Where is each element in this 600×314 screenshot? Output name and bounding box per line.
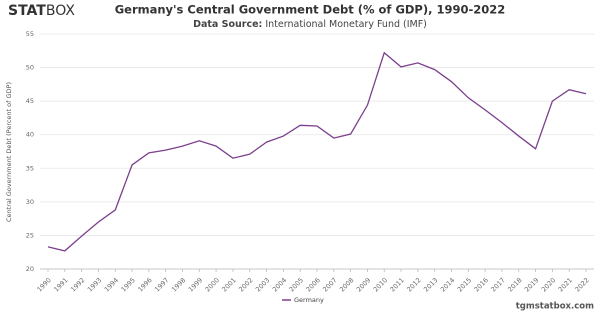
- x-tick-label: 1998: [170, 276, 187, 293]
- x-tick-label: 1999: [187, 276, 204, 293]
- x-tick-label: 1993: [86, 276, 103, 293]
- data-line: [47, 51, 587, 252]
- x-tick-label: 2006: [304, 276, 321, 293]
- subtitle-text: International Monetary Fund (IMF): [265, 19, 427, 30]
- x-tick-label: 1991: [52, 276, 69, 293]
- x-tick-label: 2008: [338, 276, 355, 293]
- x-tick-label: 2012: [405, 276, 422, 293]
- y-tick-label: 55: [26, 30, 34, 38]
- x-tick-label: 2010: [372, 276, 389, 293]
- x-tick-label: 1992: [69, 276, 86, 293]
- x-tick-label: 2003: [254, 276, 271, 293]
- legend-label: Germany: [294, 296, 324, 304]
- x-tick-label: 2019: [523, 276, 540, 293]
- y-axis-label: Central Government Debt (Percent of GDP): [5, 82, 13, 222]
- x-tick-label: 2009: [355, 276, 372, 293]
- logo-light: BOX: [46, 3, 75, 19]
- chart-title: Germany's Central Government Debt (% of …: [115, 3, 506, 17]
- footer: tgmstatbox.com: [516, 302, 594, 312]
- logo-bold: STAT: [8, 3, 46, 19]
- y-tick-label: 40: [26, 131, 34, 139]
- y-tick-label: 35: [26, 164, 34, 172]
- x-tick-label: 2017: [489, 276, 506, 293]
- x-tick-label: 2001: [220, 276, 237, 293]
- x-tick-label: 2020: [540, 276, 557, 293]
- subtitle-label: Data Source:: [193, 19, 262, 30]
- y-tick-label: 25: [26, 231, 34, 239]
- y-tick-label: 20: [26, 265, 34, 273]
- chart-subtitle: Data Source: International Monetary Fund…: [193, 19, 427, 30]
- x-tick-label: 2004: [271, 276, 288, 293]
- x-tick-label: 2021: [557, 276, 574, 293]
- x-tick-label: 2014: [439, 276, 456, 293]
- x-tick-label: 2013: [422, 276, 439, 293]
- y-tick-label: 45: [26, 97, 34, 105]
- x-tick-label: 1990: [35, 276, 52, 293]
- logo: STATBOX: [8, 3, 75, 19]
- x-tick-label: 1994: [103, 276, 120, 293]
- x-tick-label: 2002: [237, 276, 254, 293]
- x-tick-label: 1995: [120, 276, 137, 293]
- x-tick-label: 1996: [136, 276, 153, 293]
- x-tick-label: 2000: [204, 276, 221, 293]
- x-tick-label: 2007: [321, 276, 338, 293]
- y-tick-label: 50: [26, 64, 34, 72]
- x-tick-label: 2015: [456, 276, 473, 293]
- x-tick-label: 2005: [288, 276, 305, 293]
- y-tick-label: 30: [26, 198, 34, 206]
- x-tick-label: 1997: [153, 276, 170, 293]
- x-tick-label: 2016: [473, 276, 490, 293]
- x-tick-label: 2022: [573, 276, 590, 293]
- x-tick-label: 2011: [389, 276, 406, 293]
- x-tick-label: 2018: [506, 276, 523, 293]
